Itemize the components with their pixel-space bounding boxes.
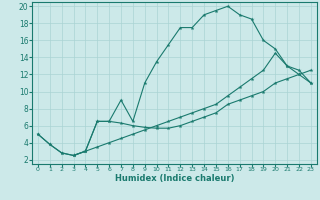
X-axis label: Humidex (Indice chaleur): Humidex (Indice chaleur) [115, 174, 234, 183]
